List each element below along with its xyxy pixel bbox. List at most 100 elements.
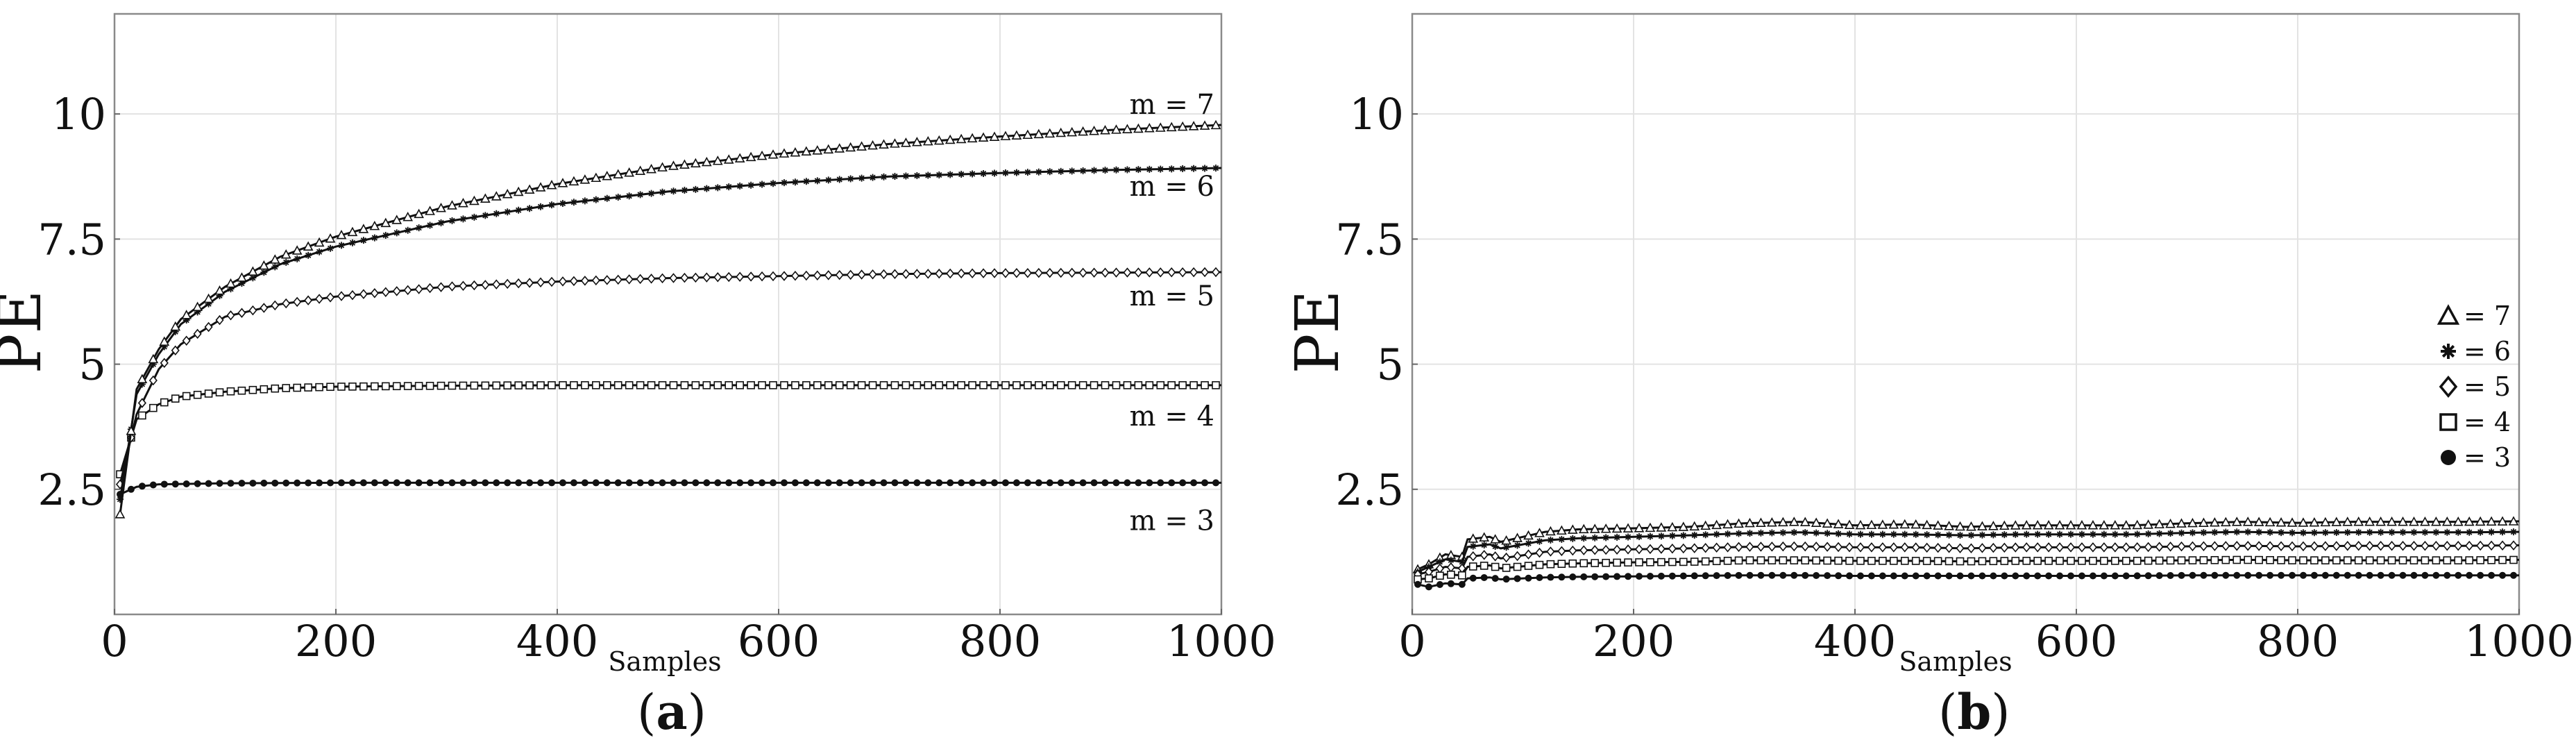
data-point-marker bbox=[282, 384, 291, 392]
data-point-marker bbox=[2354, 556, 2363, 564]
data-point-marker bbox=[2509, 540, 2518, 551]
data-point-marker bbox=[1123, 381, 1132, 389]
data-point-marker bbox=[669, 273, 678, 283]
panel-a: 0 200 400 600 800 1000 2.5 5 7.5 10 PE Samples (a) m … bbox=[0, 12, 1276, 741]
data-point-marker bbox=[1090, 479, 1098, 487]
legend-marker bbox=[2441, 343, 2457, 359]
data-point-marker bbox=[471, 479, 478, 487]
data-point-marker bbox=[1690, 531, 1698, 539]
data-point-marker bbox=[2398, 540, 2407, 551]
data-point-marker bbox=[924, 269, 933, 279]
data-point-marker bbox=[181, 310, 192, 319]
data-point-marker bbox=[691, 272, 700, 283]
data-point-marker bbox=[447, 200, 457, 210]
data-point-marker bbox=[2244, 528, 2252, 536]
data-point-marker bbox=[2266, 528, 2274, 536]
data-point-marker bbox=[1067, 381, 1076, 389]
data-point-marker bbox=[1201, 165, 1209, 172]
data-point-marker bbox=[768, 149, 779, 159]
data-point-marker bbox=[1178, 267, 1187, 278]
data-point-marker bbox=[2310, 529, 2318, 537]
data-point-marker bbox=[890, 138, 900, 148]
data-point-marker bbox=[1469, 542, 1477, 550]
data-point-marker bbox=[305, 479, 312, 487]
data-point-marker bbox=[325, 233, 336, 243]
data-point-marker bbox=[2310, 571, 2318, 579]
data-point-marker bbox=[1600, 523, 1611, 533]
data-point-marker bbox=[160, 480, 168, 488]
data-point-marker bbox=[337, 383, 346, 391]
data-point-marker bbox=[1535, 547, 1544, 558]
y-tick-label: 2.5 bbox=[1335, 464, 1404, 515]
data-point-marker bbox=[1034, 267, 1043, 278]
data-point-marker bbox=[856, 141, 867, 151]
data-point-marker bbox=[1078, 267, 1087, 278]
data-point-marker bbox=[1211, 267, 1221, 278]
data-point-marker bbox=[901, 381, 910, 389]
data-point-marker bbox=[1580, 535, 1588, 542]
data-point-marker bbox=[2499, 571, 2507, 579]
data-point-marker bbox=[1613, 558, 1621, 567]
data-point-marker bbox=[337, 291, 346, 301]
data-point-marker bbox=[734, 153, 745, 162]
data-point-marker bbox=[2121, 557, 2130, 565]
data-point-marker bbox=[2287, 517, 2298, 527]
data-point-marker bbox=[935, 268, 944, 279]
data-point-marker bbox=[1090, 267, 1099, 278]
data-point-marker bbox=[1967, 543, 1976, 553]
curve-annotation: m = 7 bbox=[1130, 89, 1214, 121]
data-point-marker bbox=[912, 137, 922, 146]
data-point-marker bbox=[526, 205, 534, 212]
data-point-marker bbox=[1100, 125, 1110, 135]
data-point-marker bbox=[1824, 530, 1831, 537]
data-point-marker bbox=[1166, 121, 1177, 132]
data-point-marker bbox=[1502, 576, 1510, 583]
data-point-marker bbox=[1879, 572, 1886, 580]
data-point-marker bbox=[371, 382, 379, 391]
data-point-marker bbox=[238, 280, 246, 287]
data-point-marker bbox=[1056, 267, 1065, 278]
data-point-marker bbox=[902, 479, 910, 487]
data-point-marker bbox=[1179, 165, 1187, 173]
data-point-marker bbox=[770, 180, 777, 187]
data-point-marker bbox=[1811, 517, 1822, 527]
data-point-marker bbox=[1856, 530, 1864, 538]
data-point-marker bbox=[812, 145, 823, 155]
curve-annotation: m = 3 bbox=[1130, 505, 1214, 537]
data-point-marker bbox=[2089, 557, 2097, 565]
data-point-marker bbox=[714, 479, 722, 487]
data-point-marker bbox=[736, 479, 744, 487]
data-point-marker bbox=[160, 358, 169, 369]
data-point-marker bbox=[791, 381, 799, 389]
data-point-marker bbox=[2154, 519, 2164, 529]
data-point-marker bbox=[913, 381, 922, 389]
data-point-marker bbox=[1112, 479, 1120, 487]
data-point-marker bbox=[1801, 541, 1810, 552]
data-point-marker bbox=[1712, 542, 1721, 553]
data-point-marker bbox=[160, 398, 169, 407]
data-point-marker bbox=[646, 163, 656, 174]
data-point-marker bbox=[846, 269, 855, 280]
data-point-marker bbox=[759, 479, 766, 487]
data-point-marker bbox=[779, 148, 790, 158]
data-point-marker bbox=[2100, 557, 2108, 565]
data-point-marker bbox=[2498, 555, 2507, 564]
data-point-marker bbox=[2365, 556, 2374, 564]
data-point-marker bbox=[579, 174, 591, 184]
data-point-marker bbox=[681, 479, 688, 487]
data-point-marker bbox=[481, 280, 490, 290]
data-point-marker bbox=[1702, 572, 1709, 580]
data-point-marker bbox=[1078, 126, 1088, 136]
data-point-marker bbox=[670, 479, 677, 487]
series-triangle bbox=[1412, 516, 2520, 573]
data-point-marker bbox=[1735, 571, 1743, 579]
data-point-marker bbox=[1012, 479, 1020, 487]
data-point-marker bbox=[1145, 267, 1154, 278]
y-axis-label: PE bbox=[0, 290, 55, 374]
panel-caption: (a) bbox=[637, 683, 706, 741]
data-point-marker bbox=[978, 132, 989, 142]
data-point-marker bbox=[2056, 542, 2065, 553]
data-point-marker bbox=[369, 220, 380, 230]
data-point-marker bbox=[747, 381, 755, 389]
data-point-marker bbox=[1123, 267, 1132, 278]
